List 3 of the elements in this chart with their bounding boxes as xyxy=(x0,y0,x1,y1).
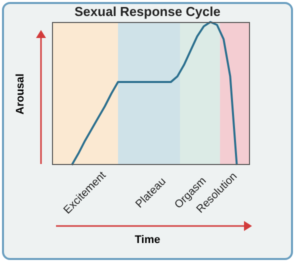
x-axis-title: Time xyxy=(134,234,162,246)
chart-title: Sexual Response Cycle xyxy=(74,4,222,19)
y-axis-title: Arousal xyxy=(14,73,26,114)
